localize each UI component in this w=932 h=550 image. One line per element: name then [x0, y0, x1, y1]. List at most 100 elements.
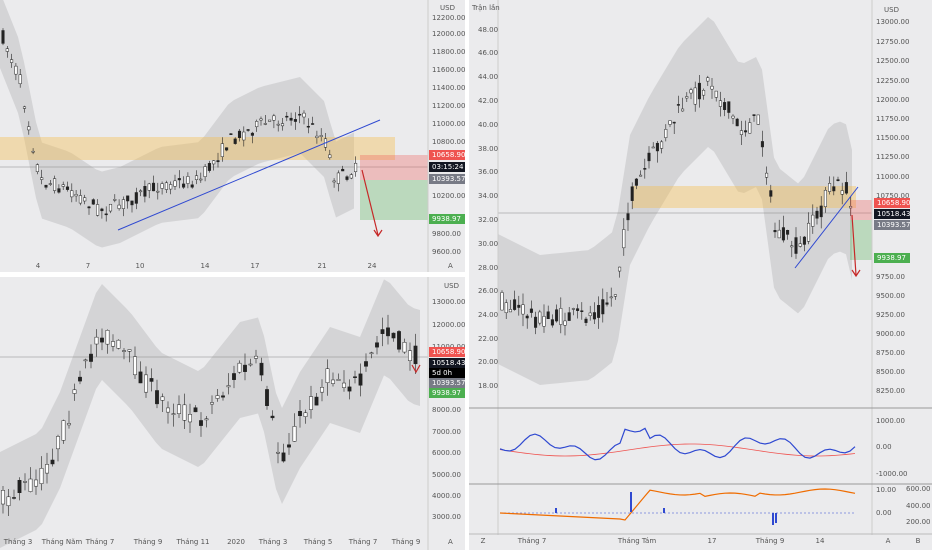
candle: [177, 404, 181, 414]
candle: [78, 376, 82, 382]
candle: [588, 312, 592, 317]
candle: [104, 213, 108, 216]
bollinger-band: [0, 0, 354, 248]
candle: [660, 141, 664, 149]
candle: [237, 130, 242, 138]
candle: [836, 179, 840, 182]
candle: [216, 160, 220, 163]
price-label: 12000.00: [432, 30, 465, 38]
candle: [786, 230, 790, 235]
candle: [380, 329, 385, 334]
candle: [529, 308, 533, 313]
candle: [248, 363, 253, 366]
time-label: 24: [368, 262, 377, 270]
candle: [265, 389, 269, 406]
price-tag-label: 10393.57: [432, 379, 465, 387]
candle: [220, 143, 224, 157]
candle: [517, 304, 521, 308]
candle: [190, 184, 194, 188]
time-label: Tháng 9: [755, 537, 785, 545]
price-label: 4000.00: [432, 492, 461, 500]
candle: [634, 178, 638, 186]
candle: [259, 362, 264, 376]
price-tag-label: 10518.43: [432, 359, 465, 367]
price-label: 3000.00: [432, 513, 461, 521]
candle: [143, 186, 147, 197]
price-label: 8000.00: [432, 406, 461, 414]
candle: [571, 308, 575, 310]
candle: [1, 490, 5, 505]
time-label: Tháng 3: [3, 538, 33, 546]
price-label: 600.00: [906, 485, 931, 493]
candle: [246, 129, 250, 131]
candle: [723, 102, 727, 110]
candle: [710, 85, 714, 90]
candle: [844, 182, 848, 194]
candle: [622, 229, 626, 249]
candle: [697, 82, 701, 100]
candle: [332, 180, 336, 183]
price-label: 11800.00: [432, 48, 465, 56]
price-label: 11500.00: [876, 134, 909, 142]
price-label: 24.00: [478, 311, 498, 319]
time-label: 4: [36, 262, 41, 270]
time-label: 21: [318, 262, 327, 270]
time-label: Z: [481, 537, 486, 545]
candle: [177, 178, 181, 181]
candle: [263, 123, 267, 125]
candle: [233, 138, 237, 144]
arrow: [361, 169, 383, 238]
candle: [347, 386, 352, 392]
price-label: 9800.00: [432, 230, 461, 238]
candle: [5, 48, 9, 52]
candle: [199, 178, 203, 181]
candle: [127, 349, 132, 352]
candle: [139, 190, 143, 193]
price-label: 11600.00: [432, 66, 465, 74]
candle: [559, 308, 563, 325]
candle: [605, 302, 609, 305]
candle: [35, 164, 39, 172]
time-label: Tháng 3: [258, 538, 288, 546]
histogram-bar: [555, 508, 557, 513]
price-label: 12200.00: [432, 14, 465, 22]
price-tag-label: 10393.57: [432, 175, 465, 183]
candle: [126, 195, 130, 202]
candle: [14, 65, 18, 75]
candle: [259, 118, 263, 121]
candle: [832, 186, 836, 192]
candle: [341, 168, 345, 172]
price-label: 22.00: [478, 335, 498, 343]
price-label: 40.00: [478, 121, 498, 129]
candle: [748, 122, 752, 134]
candle: [56, 436, 60, 450]
candle: [91, 199, 95, 205]
time-label: 10: [136, 262, 145, 270]
candle: [735, 118, 739, 127]
time-label: 14: [816, 537, 825, 545]
candle: [212, 160, 216, 165]
candle: [113, 199, 117, 201]
price-label: 12500.00: [876, 57, 909, 65]
candle: [303, 412, 308, 417]
currency: USD: [444, 282, 459, 290]
scale-mode: A: [448, 538, 453, 546]
candle: [18, 74, 22, 85]
candle: [65, 186, 70, 190]
price-label: 13000.00: [876, 18, 909, 26]
candle: [567, 312, 571, 321]
price-label: 44.00: [478, 73, 498, 81]
candle: [630, 186, 634, 201]
candle: [276, 123, 280, 126]
candle: [336, 172, 340, 184]
candle: [22, 106, 27, 109]
candle: [194, 175, 199, 180]
price-tag-label: 5d 0h: [432, 369, 452, 377]
candle: [155, 390, 159, 405]
price-tag: [429, 162, 465, 172]
candle: [44, 184, 48, 188]
time-label: 7: [86, 262, 90, 270]
candle: [714, 90, 718, 98]
time-label: Tháng 7: [517, 537, 547, 545]
candle: [276, 451, 280, 454]
